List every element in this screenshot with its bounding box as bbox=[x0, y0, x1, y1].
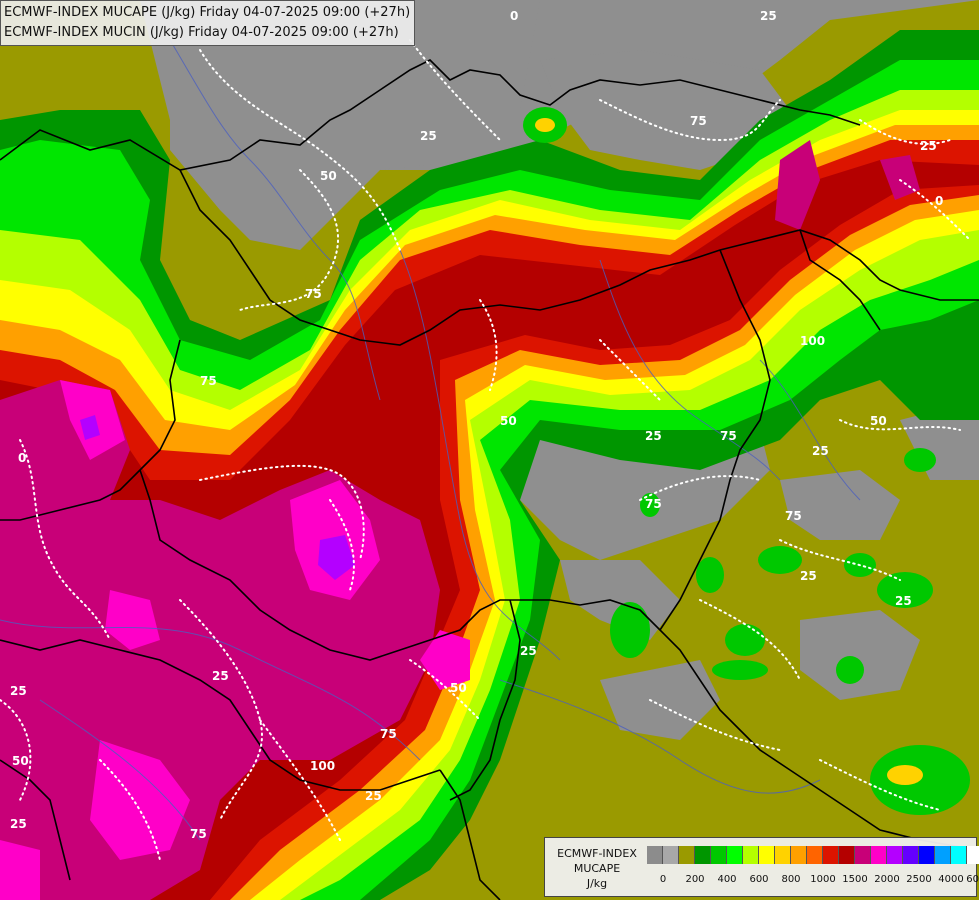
legend-color-scale bbox=[647, 846, 979, 864]
legend-tick-label: 6000 bbox=[966, 874, 979, 885]
title-line-mucape: ECMWF-INDEX MUCAPE (J/kg) Friday 04-07-2… bbox=[4, 5, 411, 20]
contour-label: 25 bbox=[800, 569, 817, 583]
legend-tick-label: 600 bbox=[749, 874, 769, 885]
contour-label: 25 bbox=[812, 444, 829, 458]
contour-label: 25 bbox=[760, 9, 777, 23]
rivers bbox=[0, 39, 861, 841]
map-title-box: ECMWF-INDEX MUCAPE (J/kg) Friday 04-07-2… bbox=[0, 0, 416, 46]
contour-label: 50 bbox=[320, 169, 337, 183]
contour-label: 25 bbox=[920, 139, 937, 153]
contour-label: 75 bbox=[720, 429, 737, 443]
contour-label: 75 bbox=[190, 827, 207, 841]
legend-swatch bbox=[903, 846, 919, 864]
legend-swatch bbox=[727, 846, 743, 864]
contour-labels: 50 25 75 75 75 0 50 25 75 100 50 25 75 7… bbox=[10, 9, 943, 841]
legend-tick-label: 800 bbox=[781, 874, 801, 885]
legend-swatch bbox=[951, 846, 967, 864]
legend-swatch bbox=[935, 846, 951, 864]
legend-swatch bbox=[807, 846, 823, 864]
legend-tick-label: 2000 bbox=[874, 874, 900, 885]
contour-label: 75 bbox=[380, 727, 397, 741]
legend-swatch bbox=[887, 846, 903, 864]
legend-swatch bbox=[695, 846, 711, 864]
legend-swatch bbox=[839, 846, 855, 864]
legend-swatch bbox=[871, 846, 887, 864]
contour-label: 0 bbox=[510, 9, 518, 23]
contour-label: 75 bbox=[200, 374, 217, 388]
contour-label: 0 bbox=[935, 194, 943, 208]
contour-label: 25 bbox=[520, 644, 537, 658]
legend-swatch bbox=[967, 846, 979, 864]
contour-label: 50 bbox=[450, 681, 467, 695]
legend-title-param: MUCAPE bbox=[573, 862, 621, 875]
contour-label: 75 bbox=[690, 114, 707, 128]
contour-label: 25 bbox=[420, 129, 437, 143]
legend-swatch bbox=[679, 846, 695, 864]
contour-label: 75 bbox=[785, 509, 802, 523]
title-line-mucin: ECMWF-INDEX MUCIN (J/kg) Friday 04-07-20… bbox=[4, 25, 399, 40]
legend-tick-label: 2500 bbox=[906, 874, 932, 885]
legend-tick-label: 4000 bbox=[938, 874, 964, 885]
contour-label: 75 bbox=[645, 497, 662, 511]
contour-label: 25 bbox=[10, 817, 27, 831]
legend-swatch bbox=[791, 846, 807, 864]
east-yellow-cells bbox=[535, 118, 923, 785]
contour-label: 100 bbox=[800, 334, 825, 348]
legend-swatch bbox=[775, 846, 791, 864]
legend-tick-label: 1500 bbox=[842, 874, 868, 885]
contour-label: 50 bbox=[870, 414, 887, 428]
contour-label: 0 bbox=[18, 451, 26, 465]
contour-label: 75 bbox=[305, 287, 322, 301]
contour-label: 25 bbox=[10, 684, 27, 698]
legend-swatch bbox=[759, 846, 775, 864]
legend-title: ECMWF-INDEX MUCAPE J/kg bbox=[549, 846, 645, 891]
purple-core bbox=[80, 415, 355, 580]
legend-title-unit: J/kg bbox=[586, 877, 608, 890]
contour-label: 50 bbox=[500, 414, 517, 428]
legend-tick-label: 0 bbox=[659, 874, 667, 885]
contour-label: 25 bbox=[645, 429, 662, 443]
color-legend: ECMWF-INDEX MUCAPE J/kg 0 200 400 600 800 100… bbox=[544, 837, 979, 897]
east-green-cells bbox=[523, 107, 970, 815]
legend-tick-label: 1000 bbox=[810, 874, 836, 885]
legend-swatch bbox=[823, 846, 839, 864]
legend-swatch bbox=[647, 846, 663, 864]
legend-swatch bbox=[711, 846, 727, 864]
legend-swatch bbox=[919, 846, 935, 864]
contour-label: 25 bbox=[895, 594, 912, 608]
legend-title-model: ECMWF-INDEX bbox=[557, 847, 637, 860]
mucin-contours bbox=[0, 39, 971, 861]
ne-magenta bbox=[775, 140, 920, 230]
legend-tick-label: 200 bbox=[685, 874, 705, 885]
legend-swatch bbox=[663, 846, 679, 864]
legend-swatch bbox=[743, 846, 759, 864]
contour-label: 25 bbox=[212, 669, 229, 683]
contour-label: 25 bbox=[365, 789, 382, 803]
legend-tick-label: 400 bbox=[717, 874, 737, 885]
contour-label: 50 bbox=[12, 754, 29, 768]
legend-tick-labels: 0 200 400 600 800 1000 1500 2000 2500 40006000 bbox=[647, 874, 979, 888]
contour-label: 100 bbox=[310, 759, 335, 773]
legend-swatch bbox=[855, 846, 871, 864]
